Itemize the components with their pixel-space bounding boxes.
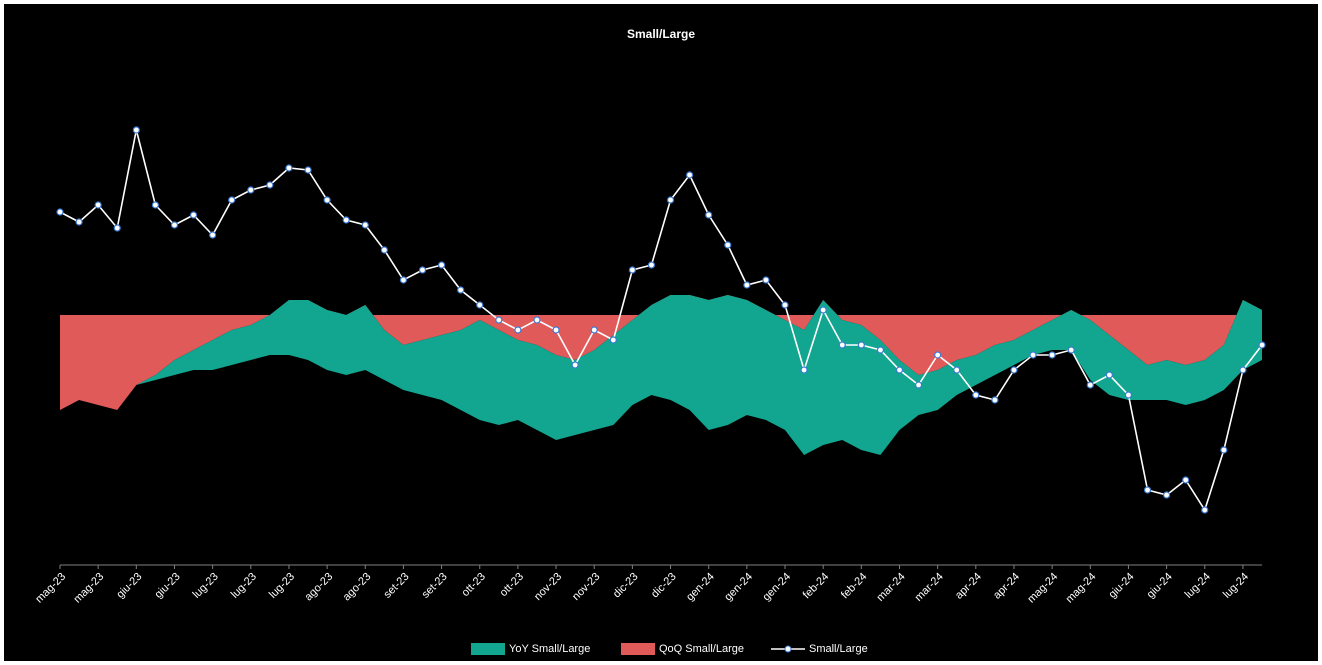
marker [170,221,179,229]
marker [266,181,274,189]
marker [495,316,503,324]
legend-swatch [471,643,505,655]
marker [1182,476,1190,484]
marker [113,224,121,232]
marker [781,301,789,309]
marker [914,381,923,389]
marker [686,171,694,179]
marker [953,366,961,374]
marker [1220,446,1228,454]
marker [762,276,770,284]
marker [342,216,350,224]
marker [800,366,808,374]
legend-swatch [621,643,655,655]
marker [533,316,541,324]
marker [876,346,885,354]
marker [895,366,904,374]
marker [514,326,522,334]
marker [666,196,675,204]
marker [590,326,598,334]
marker [628,266,636,274]
marker [56,208,64,216]
marker [94,201,102,209]
marker [228,196,236,204]
marker [1086,381,1094,389]
marker [647,261,656,269]
marker [75,218,83,226]
marker [743,281,751,289]
marker [476,301,484,309]
marker [323,196,331,204]
marker [705,211,713,219]
marker [838,341,846,349]
marker [209,231,217,239]
marker [1143,486,1152,494]
marker [151,201,159,209]
marker [418,266,427,274]
marker [1048,351,1056,359]
marker [457,286,465,294]
marker [1029,351,1037,359]
marker [934,351,942,359]
marker [1067,346,1075,354]
marker [1105,371,1113,379]
marker [1201,506,1209,514]
line [59,129,1263,512]
marker [819,306,827,314]
marker [437,261,446,269]
marker [399,276,408,284]
legend-label: QoQ Small/Large [659,643,744,655]
marker [304,166,312,174]
marker [991,396,999,404]
marker [609,336,617,344]
chart-title: Small/Large [627,27,695,41]
marker [972,391,980,399]
marker [724,241,732,249]
marker [1010,366,1018,374]
marker [361,221,369,229]
marker [1163,491,1171,499]
area [60,295,1262,410]
marker [857,341,865,349]
legend-item: QoQ Small/Large [621,643,744,655]
legend-swatch [784,645,792,653]
legend-label: YoY Small/Large [509,643,590,655]
marker [380,246,388,254]
marker [132,126,140,134]
marker [1124,391,1133,399]
area [60,295,1262,455]
marker [189,211,198,219]
marker [571,361,579,369]
marker [247,186,255,194]
marker [1239,366,1247,374]
legend-item: Small/Large [771,643,868,655]
marker [1258,341,1266,349]
marker [552,326,560,334]
legend-label: Small/Large [809,643,868,655]
legend-item: YoY Small/Large [471,643,590,655]
marker [285,164,293,172]
